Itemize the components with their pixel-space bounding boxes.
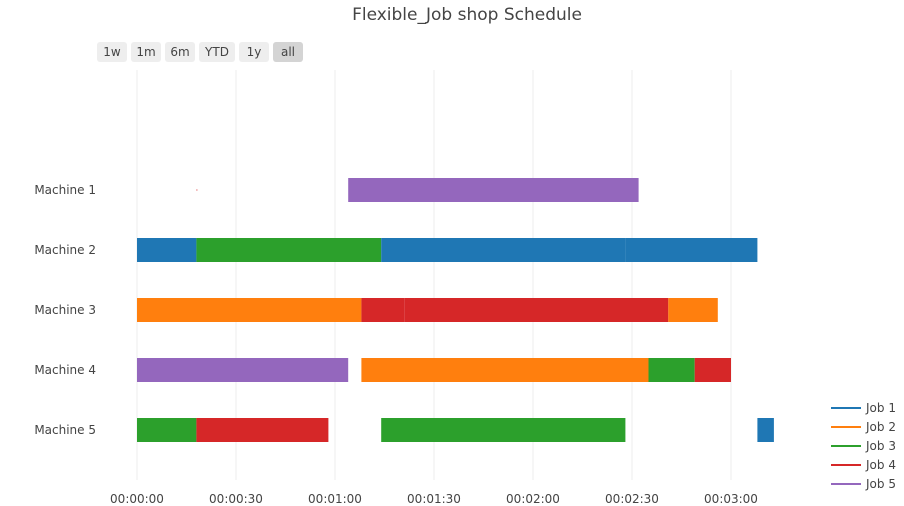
task-bars bbox=[137, 178, 774, 442]
range-button-1w[interactable]: 1w bbox=[97, 42, 127, 62]
task-bar[interactable] bbox=[404, 298, 669, 322]
task-bar[interactable] bbox=[196, 238, 382, 262]
range-button-1y[interactable]: 1y bbox=[239, 42, 269, 62]
chart-title: Flexible_Job shop Schedule bbox=[352, 5, 582, 25]
range-button-ytd[interactable]: YTD bbox=[199, 42, 235, 62]
range-selector: 1w 1m 6m YTD 1y all bbox=[97, 42, 303, 62]
task-bar[interactable] bbox=[757, 418, 774, 442]
y-tick-label: Machine 2 bbox=[34, 243, 96, 257]
task-bar[interactable] bbox=[196, 418, 329, 442]
task-bar[interactable] bbox=[381, 238, 626, 262]
range-button-label: 6m bbox=[170, 45, 189, 59]
legend-item[interactable]: Job 5 bbox=[831, 477, 896, 491]
x-tick-label: 00:01:00 bbox=[308, 492, 362, 506]
x-tick-label: 00:01:30 bbox=[407, 492, 461, 506]
y-tick-label: Machine 5 bbox=[34, 423, 96, 437]
x-tick-label: 00:02:00 bbox=[506, 492, 560, 506]
task-bar[interactable] bbox=[137, 418, 197, 442]
range-button-all[interactable]: all bbox=[273, 42, 303, 62]
range-button-label: YTD bbox=[204, 45, 229, 59]
range-button-label: 1m bbox=[136, 45, 155, 59]
task-bar[interactable] bbox=[137, 298, 362, 322]
task-bar[interactable] bbox=[137, 358, 349, 382]
task-bar[interactable] bbox=[137, 238, 197, 262]
y-tick-label: Machine 4 bbox=[34, 363, 96, 377]
legend-label: Job 2 bbox=[865, 420, 896, 434]
task-bar[interactable] bbox=[361, 298, 405, 322]
y-tick-label: Machine 3 bbox=[34, 303, 96, 317]
legend: Job 1 Job 2 Job 3 Job 4 Job 5 bbox=[831, 401, 896, 491]
task-bar[interactable] bbox=[648, 358, 695, 382]
legend-label: Job 4 bbox=[865, 458, 896, 472]
x-tick-label: 00:02:30 bbox=[605, 492, 659, 506]
legend-item[interactable]: Job 1 bbox=[831, 401, 896, 415]
task-bar[interactable] bbox=[196, 189, 198, 191]
task-bar[interactable] bbox=[348, 178, 639, 202]
y-tick-label: Machine 1 bbox=[34, 183, 96, 197]
legend-label: Job 3 bbox=[865, 439, 896, 453]
legend-item[interactable]: Job 2 bbox=[831, 420, 896, 434]
task-bar[interactable] bbox=[381, 418, 626, 442]
range-button-label: all bbox=[281, 45, 295, 59]
x-tick-label: 00:03:00 bbox=[704, 492, 758, 506]
range-button-1m[interactable]: 1m bbox=[131, 42, 161, 62]
legend-item[interactable]: Job 4 bbox=[831, 458, 896, 472]
legend-label: Job 1 bbox=[865, 401, 896, 415]
task-bar[interactable] bbox=[361, 358, 649, 382]
legend-item[interactable]: Job 3 bbox=[831, 439, 896, 453]
range-button-label: 1y bbox=[247, 45, 262, 59]
legend-label: Job 5 bbox=[865, 477, 896, 491]
range-button-label: 1w bbox=[103, 45, 121, 59]
x-axis: 00:00:00 00:00:30 00:01:00 00:01:30 00:02:00… bbox=[110, 492, 758, 506]
range-button-6m[interactable]: 6m bbox=[165, 42, 195, 62]
x-tick-label: 00:00:00 bbox=[110, 492, 164, 506]
task-bar[interactable] bbox=[694, 358, 731, 382]
x-tick-label: 00:00:30 bbox=[209, 492, 263, 506]
y-axis: Machine 1 Machine 2 Machine 3 Machine 4 Mach… bbox=[34, 183, 96, 437]
task-bar[interactable] bbox=[625, 238, 758, 262]
task-bar[interactable] bbox=[668, 298, 718, 322]
gridlines bbox=[136, 70, 732, 480]
